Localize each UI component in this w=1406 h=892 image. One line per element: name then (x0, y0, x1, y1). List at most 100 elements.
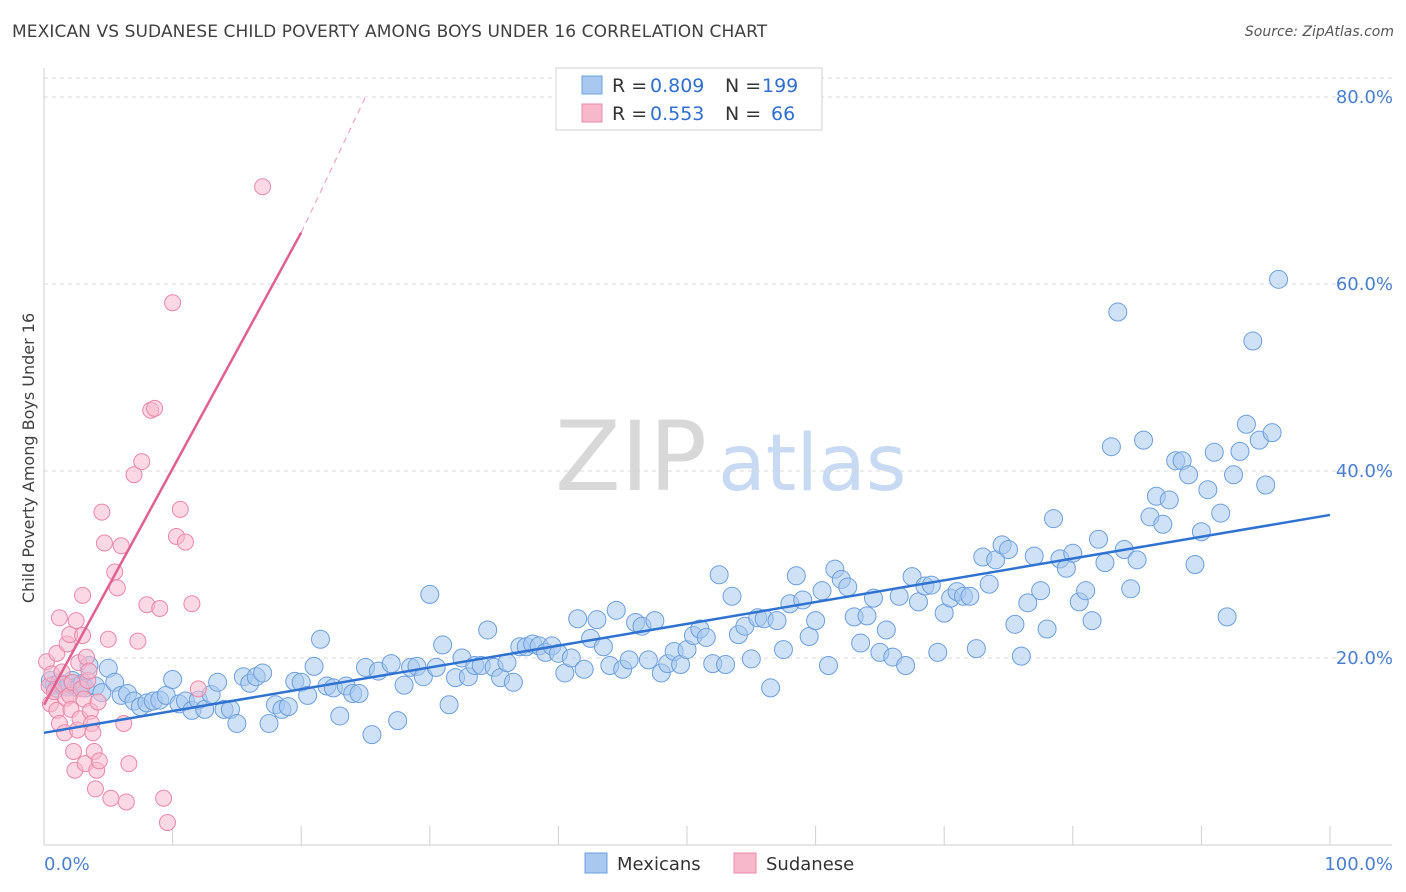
sudanese-point (80, 662, 98, 680)
legend-r-value-1: 0.809 (650, 75, 704, 97)
sudanese-point (189, 680, 207, 698)
sudanese-point (125, 466, 143, 484)
bottom-legend-mexicans: Mexicans (617, 854, 701, 875)
mexicans-point (818, 655, 838, 675)
mexicans-point (1005, 614, 1025, 634)
mexicans-point (433, 635, 453, 655)
mexicans-point (645, 611, 665, 631)
sudanese-point (74, 586, 92, 604)
mexicans-point (812, 581, 832, 601)
sudanese-point (99, 630, 117, 648)
mexicans-point (857, 606, 877, 626)
mexicans-point (908, 592, 928, 612)
mexicans-point (851, 633, 871, 653)
sudanese-point (77, 648, 95, 666)
mexicans-point (709, 565, 729, 585)
sudanese-point (151, 599, 169, 617)
mexicans-point (1256, 475, 1276, 495)
mexicans-point (741, 649, 761, 669)
x-tick-label-min: 0.0% (44, 854, 90, 875)
sudanese-point (155, 789, 173, 807)
legend-n-label-2: N = (725, 103, 761, 125)
mexicans-point (1236, 414, 1256, 434)
sudanese-point (254, 178, 272, 196)
sudanese-point (176, 533, 194, 551)
mexicans-point (999, 540, 1018, 560)
mexicans-point (928, 642, 948, 662)
sudanese-point (86, 780, 104, 798)
bottom-legend-swatch-mexicans (584, 852, 608, 874)
mexicans-point (478, 620, 498, 640)
source-label: Source: ZipAtlas.com (1244, 24, 1394, 40)
mexicans-point (1044, 509, 1064, 529)
mexicans-point (503, 672, 523, 692)
mexicans-point (1198, 480, 1218, 500)
mexicans-point (587, 610, 607, 630)
mexicans-point (921, 575, 941, 595)
tick-labels: 20.0% 40.0% 60.0% 80.0% 0.0% 100.0% (44, 87, 1393, 875)
mexicans-point (1095, 553, 1115, 573)
sudanese-point (133, 453, 151, 471)
sudanese-point (102, 789, 120, 807)
y-tick-label: 20.0% (1336, 648, 1393, 669)
legend-r-value-2: 0.553 (650, 103, 704, 125)
mexicans-point (1108, 302, 1128, 322)
mexicans-point (786, 566, 806, 586)
bottom-legend-swatch-sudanese (733, 852, 757, 874)
mexicans-point (761, 678, 781, 698)
mexicans-point (606, 600, 626, 620)
mexicans-point (716, 655, 736, 675)
mexicans-point (960, 586, 980, 606)
mexicans-point (1037, 619, 1057, 639)
y-tick-label: 60.0% (1336, 274, 1393, 295)
sudanese-point (158, 814, 176, 832)
chart-title: MEXICAN VS SUDANESE CHILD POVERTY AMONG … (12, 22, 768, 42)
sudanese-point (95, 534, 113, 552)
mexicans-point (253, 663, 273, 683)
y-tick-label: 80.0% (1336, 87, 1393, 108)
watermark-zip: ZIP (555, 401, 707, 513)
mexicans-point (1153, 514, 1173, 534)
watermark-atlas: atlas (718, 419, 907, 509)
mexicans-point (1082, 611, 1102, 631)
trend-lines (42, 96, 1331, 735)
mexicans-point (568, 609, 588, 629)
mexicans-point (1185, 555, 1205, 574)
sudanese-point (93, 503, 111, 521)
mexicans-point (561, 648, 581, 668)
mexicans-point (1269, 269, 1289, 289)
mexicans-point (208, 672, 228, 692)
mexicans-point (966, 639, 986, 659)
sudanese-point (120, 755, 138, 773)
mexicans-point (310, 629, 330, 649)
legend-r-label-1: R = (612, 75, 647, 97)
mexicans-point (773, 640, 793, 660)
mexicans-point (838, 577, 858, 597)
mexicans-point (1127, 550, 1147, 570)
mexicans-point (439, 695, 459, 715)
mexicans-point (381, 654, 401, 674)
mexicans-point (1121, 579, 1141, 599)
mexicans-point (1179, 465, 1199, 485)
mexicans-point (722, 586, 742, 606)
mexicans-point (1204, 442, 1224, 462)
sudanese-point (89, 693, 107, 711)
legend-n-value-2: 66 (771, 103, 795, 125)
mexicans-point (1211, 503, 1231, 523)
mexicans-point (227, 713, 247, 733)
mexicans-point (1024, 546, 1044, 566)
legend-box: R = 0.809 N = 199 R = 0.553 N = 66 (555, 67, 823, 131)
mexicans-point (799, 626, 819, 646)
sudanese-point (146, 399, 164, 417)
mexicans-point (1217, 607, 1237, 627)
mexicans-point (330, 706, 350, 726)
sudanese-points (38, 178, 272, 832)
mexicans-point (638, 650, 658, 670)
y-axis-label: Child Poverty Among Boys Under 16 (19, 313, 38, 603)
sudanese-point (117, 793, 135, 811)
sudanese-trend-extension (300, 96, 367, 233)
sudanese-point (65, 743, 83, 760)
mexicans-point (619, 650, 639, 670)
mexicans-point (593, 637, 613, 657)
